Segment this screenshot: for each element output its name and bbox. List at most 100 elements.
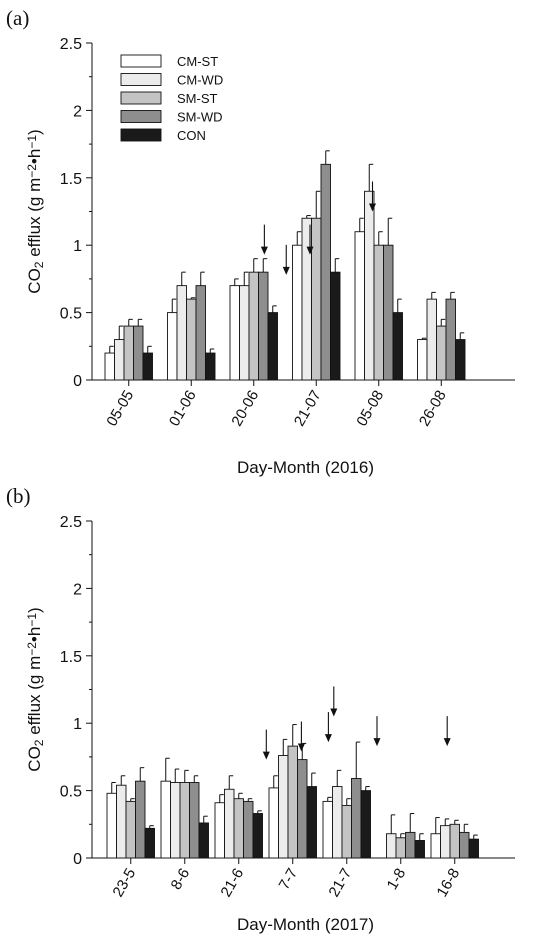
bar-cm-st — [292, 244, 303, 381]
y-tick-label: 2.5 — [60, 514, 82, 531]
y-axis-label-part: efflux (g m — [25, 178, 44, 262]
arrow-head — [306, 246, 314, 255]
arrow-head — [373, 738, 381, 747]
bar-sm-st — [311, 217, 322, 381]
bar-sm-wd — [383, 244, 394, 381]
bar-sm-wd — [243, 800, 254, 859]
x-tick-label: 8-6 — [168, 866, 194, 893]
bar-sm-st — [125, 800, 136, 859]
legend-label: SM-ST — [177, 91, 218, 106]
bar-cm-wd — [224, 788, 235, 859]
x-tick-label: 05-08 — [353, 388, 387, 430]
arrow-head — [260, 246, 268, 255]
bar-sm-st — [436, 325, 447, 381]
x-tick-label: 23-5 — [109, 866, 139, 901]
bar-cm-wd — [440, 825, 451, 859]
y-tick-label: 0 — [73, 373, 82, 390]
bar-cm-wd — [332, 786, 343, 859]
bar-sm-st — [287, 745, 298, 859]
bar-cm-st — [354, 231, 365, 381]
bar-cm-st — [214, 802, 225, 859]
y-tick-label: 0 — [73, 851, 82, 868]
y-axis-label-part: CO — [25, 268, 44, 294]
bar-con — [414, 840, 425, 859]
y-tick-label: 0.5 — [60, 306, 82, 323]
bar-sm-st — [233, 798, 244, 859]
x-tick-label: 1-8 — [384, 866, 410, 893]
legend-swatch — [120, 128, 162, 142]
bar-cm-st — [104, 352, 115, 381]
y-axis-label: CO2 efflux (g m−2•h−1) — [25, 129, 46, 293]
x-tick-label: 7-7 — [276, 866, 302, 893]
bar-con — [306, 786, 317, 859]
x-tick-label: 20-06 — [228, 388, 262, 430]
legend-label: CON — [177, 128, 206, 143]
legend-swatch — [120, 110, 162, 123]
bar-cm-wd — [116, 784, 127, 859]
bar-cm-wd — [114, 339, 125, 381]
bar-sm-st — [341, 804, 352, 859]
y-tick-label: 0.5 — [60, 784, 82, 801]
bar-con — [205, 352, 216, 381]
bar-cm-wd — [364, 190, 375, 381]
bar-cm-wd — [176, 285, 187, 381]
bar-con — [252, 813, 263, 859]
bar-sm-wd — [459, 831, 470, 859]
bar-con — [330, 271, 341, 381]
y-axis-label-part: −1 — [25, 135, 39, 149]
bar-con — [198, 822, 209, 859]
y-axis-label-part: −2 — [25, 164, 39, 178]
y-axis-label: CO2 efflux (g m−2•h−1) — [25, 607, 46, 771]
bar-sm-wd — [133, 325, 144, 381]
x-tick-label: 05-05 — [103, 388, 137, 430]
bar-con — [455, 339, 466, 381]
bar-cm-st — [430, 833, 441, 859]
x-tick-label: 21-6 — [217, 866, 247, 901]
bar-con — [360, 790, 371, 859]
bar-sm-wd — [445, 298, 456, 381]
bar-sm-st — [373, 244, 384, 381]
arrow-head — [297, 743, 305, 752]
bar-cm-wd — [386, 833, 397, 859]
arrow-head — [443, 738, 451, 747]
x-tick-label: 21-07 — [291, 388, 325, 430]
y-axis-label-part: −1 — [25, 613, 39, 627]
legend-label: CM-ST — [177, 54, 218, 69]
x-tick-label: 16-8 — [433, 866, 463, 901]
y-tick-label: 1 — [73, 238, 82, 255]
bar-cm-st — [417, 339, 428, 381]
y-tick-label: 2.5 — [60, 36, 82, 53]
arrow-head — [330, 708, 338, 717]
bar-cm-st — [229, 285, 240, 381]
x-tick-label: 21-7 — [325, 866, 355, 901]
legend-label: SM-WD — [177, 110, 223, 125]
bar-sm-st — [179, 782, 190, 859]
x-axis-label: Day-Month (2017) — [237, 915, 374, 934]
y-axis-label-part: efflux (g m — [25, 656, 44, 740]
bar-con — [142, 352, 153, 381]
bar-cm-st — [268, 787, 279, 859]
bar-cm-wd — [239, 285, 250, 381]
y-tick-label: 2 — [73, 581, 82, 598]
bar-cm-wd — [426, 298, 437, 381]
bar-sm-wd — [258, 271, 269, 381]
bar-sm-st — [186, 298, 197, 381]
bar-cm-wd — [170, 782, 181, 859]
x-tick-label: 01-06 — [166, 388, 200, 430]
y-axis-label-part: •h — [25, 149, 44, 164]
y-axis-label-part: •h — [25, 627, 44, 642]
arrow-head — [262, 751, 270, 760]
y-axis-label-part: CO — [25, 746, 44, 772]
bar-sm-st — [449, 823, 460, 859]
arrow-head — [369, 203, 376, 212]
x-tick-label: 26-08 — [416, 388, 450, 430]
bar-cm-st — [160, 780, 171, 859]
y-axis-label-part: 2 — [32, 739, 46, 746]
y-axis-label-part: −2 — [25, 642, 39, 656]
y-tick-label: 1 — [73, 716, 82, 733]
bar-cm-wd — [278, 755, 289, 859]
bar-cm-st — [167, 312, 178, 381]
